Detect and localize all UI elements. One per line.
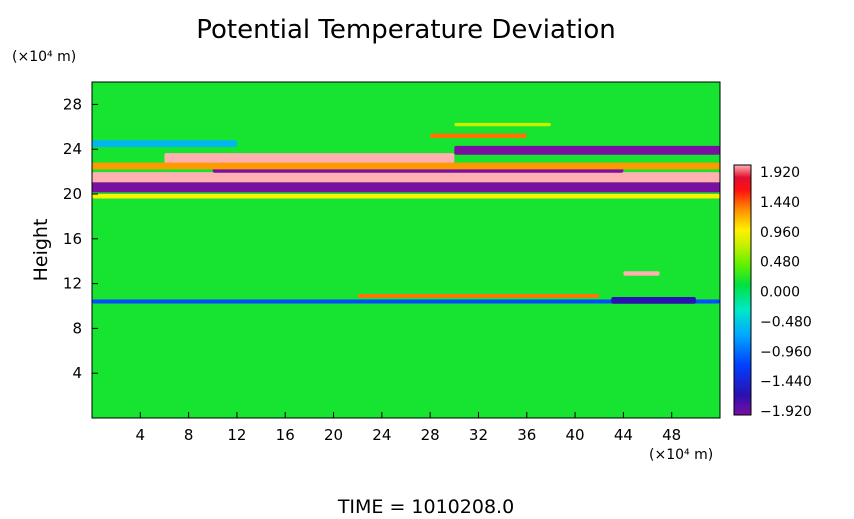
heatmap-feature-1	[92, 172, 720, 183]
colorbar-label: 1.440	[760, 195, 800, 211]
y-unit-label: (×10⁴ m)	[12, 49, 76, 65]
plot-area	[92, 82, 720, 418]
heatmap-feature-11	[430, 133, 527, 138]
heatmap-feature-3	[164, 153, 455, 164]
colorbar-label: 1.920	[760, 165, 800, 181]
plot-frame	[91, 81, 721, 419]
colorbar-label: −1.440	[760, 374, 812, 390]
y-axis-title: Height	[30, 219, 52, 282]
y-tick-label: 24	[63, 140, 82, 158]
temperature-features	[92, 122, 720, 304]
chart-title: Potential Temperature Deviation	[196, 15, 616, 45]
colorbar-label: 0.960	[760, 225, 800, 241]
x-tick-label: 8	[184, 426, 194, 444]
y-tick-label: 28	[63, 95, 82, 113]
plot-background	[92, 82, 720, 418]
y-tick-label: 12	[63, 275, 82, 293]
y-tick-label: 8	[72, 319, 82, 337]
x-tick-label: 12	[227, 426, 246, 444]
x-axis-ticks: 4 8 12 16 20 24 28 32 36 40 44 48	[136, 412, 681, 444]
y-tick-label: 16	[63, 230, 82, 248]
y-axis-ticks: 4 8 12 16 20 24 28	[63, 95, 98, 382]
colorbar-label: 0.000	[760, 285, 800, 301]
heatmap-feature-13	[92, 140, 237, 147]
heatmap-feature-8	[357, 293, 600, 298]
time-footer: TIME = 1010208.0	[337, 496, 514, 518]
x-tick-label: 40	[566, 426, 585, 444]
colorbar	[733, 164, 752, 416]
y-tick-label: 4	[72, 364, 82, 382]
heatmap-feature-5	[92, 162, 720, 170]
colorbar-label: 0.480	[760, 255, 800, 271]
heatmap-feature-12	[454, 122, 551, 127]
x-tick-label: 20	[324, 426, 343, 444]
heatmap-feature-9	[611, 297, 696, 304]
heatmap-feature-6	[92, 194, 720, 199]
heatmap-feature-0	[92, 182, 720, 193]
heatmap-feature-7	[92, 299, 720, 304]
y-tick-label: 20	[63, 185, 82, 203]
x-tick-label: 24	[372, 426, 391, 444]
colorbar-labels: 1.920 1.440 0.960 0.480 0.000 −0.480 −0.960 −1.…	[760, 165, 812, 420]
x-unit-label: (×10⁴ m)	[649, 447, 713, 463]
colorbar-label: −0.960	[760, 344, 812, 360]
x-tick-label: 48	[662, 426, 681, 444]
x-tick-label: 28	[421, 426, 440, 444]
x-tick-label: 32	[469, 426, 488, 444]
heatmap-feature-4	[454, 145, 720, 155]
x-tick-label: 36	[517, 426, 536, 444]
x-tick-label: 16	[276, 426, 295, 444]
x-tick-label: 4	[136, 426, 146, 444]
heatmap-feature-10	[623, 271, 660, 276]
colorbar-label: −1.920	[760, 404, 812, 420]
x-tick-label: 44	[614, 426, 633, 444]
colorbar-label: −0.480	[760, 314, 812, 330]
